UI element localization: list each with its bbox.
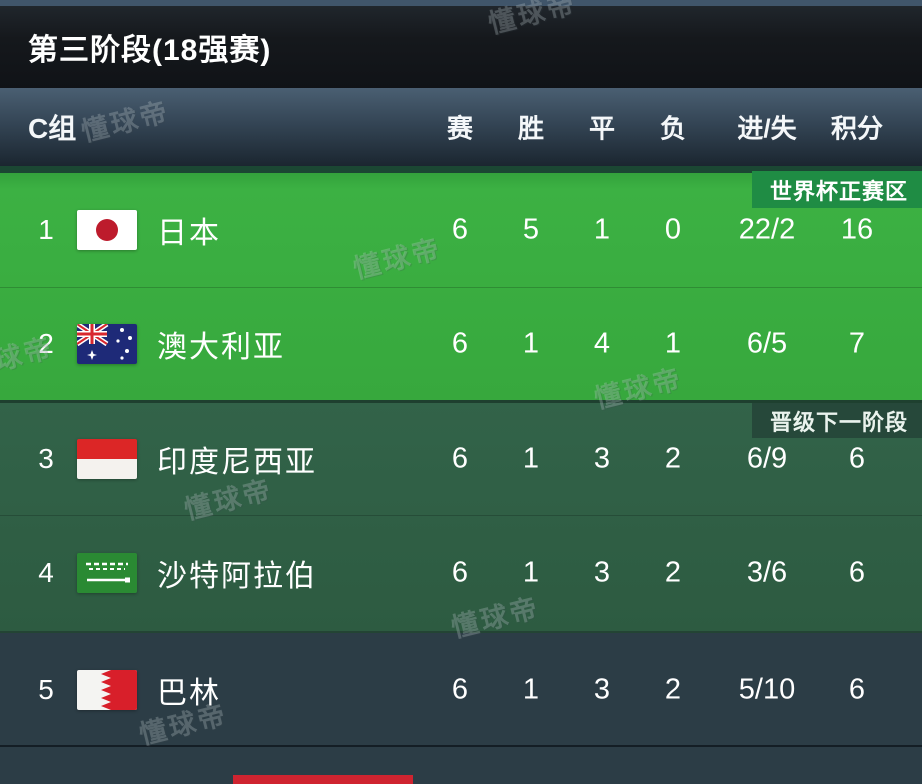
stat-goals: 3/6 — [746, 556, 788, 589]
stat-drawn: 1 — [593, 213, 611, 246]
world-cup-zone-section: 世界杯正赛区 1 日本 6 5 1 0 22/2 16 2 — [0, 166, 922, 400]
zone-top-edge — [0, 631, 922, 633]
stat-drawn: 3 — [593, 673, 611, 705]
rank-label: 5 — [38, 673, 54, 705]
zone-top-edge — [0, 166, 922, 173]
stat-lost: 1 — [664, 327, 682, 359]
stat-played: 6 — [451, 556, 469, 589]
partial-next-row-red-element — [233, 775, 413, 784]
stat-drawn: 3 — [593, 556, 611, 589]
stat-goals: 6/5 — [746, 327, 788, 359]
zone-top-edge — [0, 400, 922, 403]
stat-points: 6 — [848, 442, 866, 475]
stat-goals: 6/9 — [746, 442, 788, 475]
stat-won: 1 — [522, 673, 540, 705]
stage-title: 第三阶段(18强赛) — [28, 34, 272, 67]
stat-lost: 2 — [664, 556, 682, 589]
stat-played: 6 — [451, 442, 469, 475]
table-row-australia[interactable]: 2 澳大利亚 6 — [0, 288, 922, 399]
row-divider — [0, 745, 922, 747]
stat-won: 5 — [522, 213, 540, 246]
stage-title-bar: 第三阶段(18强赛) — [0, 6, 922, 88]
bahrain-flag-icon — [77, 669, 137, 710]
stat-lost: 2 — [664, 442, 682, 475]
stat-points: 16 — [840, 213, 874, 246]
table-row-indonesia[interactable]: 3 印度尼西亚 6 1 3 2 6/9 6 — [0, 403, 922, 515]
team-name: 澳大利亚 — [157, 330, 285, 364]
rank-label: 4 — [38, 557, 54, 588]
stat-won: 1 — [522, 556, 540, 589]
lower-zone-section: 5 巴林 6 1 3 2 5/10 6 — [0, 631, 922, 784]
column-header-drawn: 平 — [588, 113, 616, 144]
team-name: 日本 — [157, 217, 221, 250]
stat-won: 1 — [522, 327, 540, 359]
team-name: 印度尼西亚 — [157, 446, 317, 479]
stat-drawn: 3 — [593, 442, 611, 475]
stat-played: 6 — [451, 327, 469, 359]
stat-points: 6 — [848, 673, 866, 705]
top-edge-strip — [0, 0, 922, 6]
stat-goals: 22/2 — [738, 213, 796, 246]
table-header: C组 赛 胜 平 负 进/失 积分 — [0, 88, 922, 166]
column-header-points: 积分 — [830, 113, 884, 144]
next-stage-zone-section: 晋级下一阶段 3 印度尼西亚 6 1 3 2 6/9 6 4 — [0, 400, 922, 631]
japan-flag-icon — [77, 210, 137, 250]
saudi-arabia-flag-icon — [77, 553, 137, 593]
rank-label: 3 — [38, 443, 54, 474]
stat-lost: 0 — [664, 213, 682, 246]
indonesia-flag-icon — [77, 439, 137, 479]
stat-won: 1 — [522, 442, 540, 475]
group-label: C组 — [28, 113, 77, 144]
row-divider — [0, 515, 922, 516]
stat-lost: 2 — [664, 673, 682, 705]
column-header-lost: 负 — [659, 113, 687, 144]
rank-label: 2 — [38, 327, 54, 359]
table-row-saudi-arabia[interactable]: 4 沙特阿拉伯 6 1 3 2 3/6 6 — [0, 516, 922, 630]
table-row-japan[interactable]: 1 日本 6 5 1 0 22/2 16 — [0, 173, 922, 287]
world-cup-zone-badge: 世界杯正赛区 — [751, 171, 922, 208]
column-header-goals: 进/失 — [737, 113, 797, 144]
stat-points: 7 — [848, 327, 866, 359]
table-row-bahrain[interactable]: 5 巴林 6 1 3 2 5/10 6 — [0, 633, 922, 746]
stat-goals: 5/10 — [738, 673, 796, 705]
stat-played: 6 — [451, 213, 469, 246]
stat-drawn: 4 — [593, 327, 611, 359]
australia-flag-icon — [77, 323, 137, 364]
team-name: 巴林 — [157, 676, 221, 710]
stat-played: 6 — [451, 673, 469, 705]
rank-label: 1 — [38, 214, 54, 245]
column-header-played: 赛 — [446, 113, 474, 144]
next-stage-zone-badge: 晋级下一阶段 — [751, 403, 922, 438]
stat-points: 6 — [848, 556, 866, 589]
row-divider — [0, 287, 922, 288]
column-header-won: 胜 — [517, 113, 545, 144]
team-name: 沙特阿拉伯 — [157, 560, 317, 593]
